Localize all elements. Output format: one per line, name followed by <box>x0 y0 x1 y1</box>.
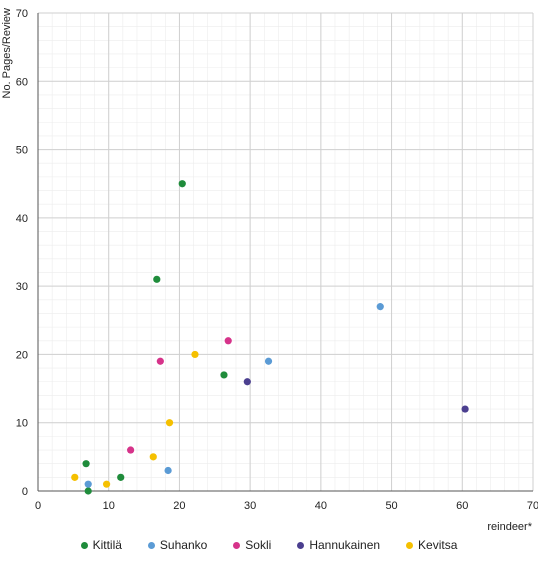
major-gridlines <box>37 12 534 492</box>
data-point <box>376 303 384 311</box>
x-tick-label: 70 <box>527 500 538 512</box>
x-tick-label: 40 <box>315 500 327 512</box>
y-tick-label: 40 <box>16 213 28 225</box>
y-tick-label: 20 <box>16 349 28 361</box>
legend-marker <box>406 541 414 549</box>
data-point <box>153 275 161 283</box>
x-tick-labels: 0 10 20 30 40 50 60 70 <box>35 500 538 512</box>
legend-item: Kittilä <box>80 538 122 552</box>
x-tick-label: 10 <box>103 500 115 512</box>
x-tick-label: 30 <box>244 500 256 512</box>
data-points <box>71 180 469 495</box>
data-point <box>178 180 186 188</box>
legend-label: Hannukainen <box>309 538 381 552</box>
legend-label: Kittilä <box>92 538 122 552</box>
legend-item: Kevitsa <box>406 538 457 552</box>
data-point <box>156 357 164 365</box>
y-tick-labels: 0 10 20 30 40 50 60 70 <box>16 8 28 498</box>
data-point <box>243 378 251 386</box>
x-tick-label: 60 <box>456 500 468 512</box>
data-point <box>84 480 92 488</box>
y-tick-label: 50 <box>16 145 28 157</box>
y-axis-label: No. Pages/Review <box>1 8 13 99</box>
legend-marker <box>80 541 88 549</box>
legend-item: Hannukainen <box>297 538 380 552</box>
x-tick-label: 50 <box>385 500 397 512</box>
legend-item: Sokli <box>233 538 271 552</box>
legend: Kittilä Suhanko Sokli Hannukainen Kevitsa <box>0 534 538 556</box>
data-point <box>220 371 228 379</box>
legend-label: Suhanko <box>159 538 208 552</box>
data-point <box>224 337 232 345</box>
axes <box>37 13 533 492</box>
x-tick-label: 20 <box>173 500 185 512</box>
data-point <box>461 405 469 413</box>
data-point <box>102 480 111 488</box>
x-axis-label: reindeer* <box>487 521 532 533</box>
y-tick-label: 30 <box>16 281 28 293</box>
legend-marker <box>147 541 155 549</box>
legend-marker <box>297 541 305 549</box>
y-tick-label: 60 <box>16 76 28 88</box>
x-tick-label: 0 <box>35 500 41 512</box>
legend-label: Sokli <box>245 538 272 552</box>
data-point <box>191 350 199 359</box>
data-point <box>82 460 90 468</box>
data-point <box>71 473 79 481</box>
data-point <box>117 473 125 481</box>
y-tick-label: 70 <box>16 8 28 20</box>
data-point <box>264 357 273 365</box>
data-point <box>127 446 135 454</box>
legend-label: Kevitsa <box>418 538 458 552</box>
legend-item: Suhanko <box>147 538 208 552</box>
minor-gridlines <box>37 12 534 492</box>
legend-marker <box>233 541 241 549</box>
data-point <box>164 466 172 475</box>
y-tick-label: 10 <box>16 418 28 430</box>
data-point <box>165 419 174 427</box>
y-tick-label: 0 <box>22 486 28 498</box>
data-point <box>149 453 157 461</box>
data-point <box>84 487 92 495</box>
